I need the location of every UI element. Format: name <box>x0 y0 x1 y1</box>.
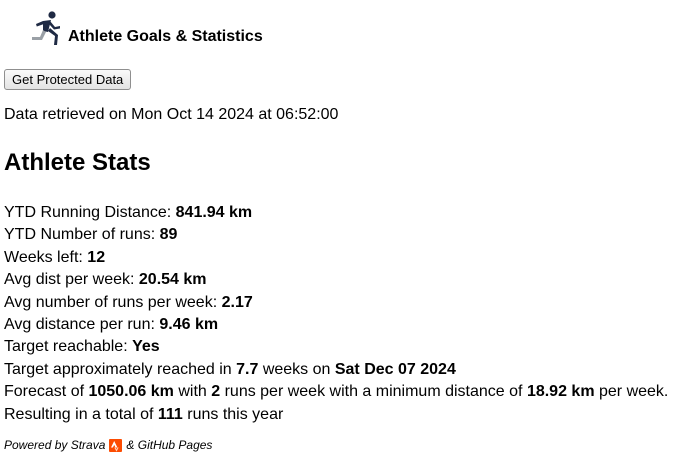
stat-value: Sat Dec 07 2024 <box>334 360 456 378</box>
stat-label: YTD Number of runs: <box>4 226 160 244</box>
stat-ytd-distance: YTD Running Distance: 841.94 km <box>4 202 668 224</box>
stat-avg-runs-week: Avg number of runs per week: 2.17 <box>4 292 668 314</box>
stat-text: runs this year <box>182 405 284 423</box>
retrieved-timestamp: Data retrieved on Mon Oct 14 2024 at 06:… <box>4 106 339 123</box>
stat-weeks-left: Weeks left: 12 <box>4 247 668 269</box>
stat-value: 7.7 <box>236 360 259 378</box>
header: Athlete Goals & Statistics <box>30 4 263 48</box>
footer: Powered by Strava & GitHub Pages <box>4 438 212 452</box>
stat-value: 20.54 km <box>138 271 207 289</box>
stat-value: 2.17 <box>221 293 253 311</box>
section-title: Athlete Stats <box>4 149 151 176</box>
stat-label: Avg dist per week: <box>4 271 139 289</box>
stat-text: weeks on <box>258 360 335 378</box>
site-title: Athlete Goals & Statistics <box>68 28 263 45</box>
stat-value: 18.92 km <box>526 383 595 401</box>
stat-value: 1050.06 km <box>88 383 174 401</box>
stat-label: Avg distance per run: <box>4 315 160 333</box>
stat-target-reachable: Target reachable: Yes <box>4 336 668 358</box>
stat-value: 9.46 km <box>159 315 219 333</box>
runner-icon <box>30 10 64 48</box>
stat-target-reached: Target approximately reached in 7.7 week… <box>4 359 668 381</box>
stat-text: with <box>173 383 212 401</box>
get-protected-data-button[interactable]: Get Protected Data <box>4 69 132 90</box>
stat-label: Avg number of runs per week: <box>4 293 222 311</box>
stat-value: 841.94 km <box>175 204 253 221</box>
stat-forecast: Forecast of 1050.06 km with 2 runs per w… <box>4 381 668 403</box>
stat-avg-dist-run: Avg distance per run: 9.46 km <box>4 314 668 336</box>
stat-value: 111 <box>157 405 183 423</box>
stat-total-runs: Resulting in a total of 111 runs this ye… <box>4 404 668 426</box>
stat-text: Forecast of <box>4 383 89 401</box>
stat-text: per week. <box>594 383 669 401</box>
stat-ytd-runs: YTD Number of runs: 89 <box>4 224 668 246</box>
stat-value: 2 <box>211 383 221 401</box>
stat-text: Target approximately reached in <box>4 360 237 378</box>
stat-value: Yes <box>132 338 160 356</box>
stats-list: YTD Running Distance: 841.94 km YTD Numb… <box>4 202 668 426</box>
footer-suffix: & GitHub Pages <box>126 438 213 452</box>
stat-text: Resulting in a total of <box>4 405 158 423</box>
stat-avg-dist-week: Avg dist per week: 20.54 km <box>4 269 668 291</box>
stat-label: YTD Running Distance: <box>4 204 176 221</box>
stat-label: Target reachable: <box>4 338 133 356</box>
stat-value: 12 <box>87 248 106 266</box>
footer-prefix: Powered by Strava <box>4 438 106 452</box>
stat-text: runs per week with a minimum distance of <box>220 383 527 401</box>
strava-logo-icon[interactable] <box>109 438 123 452</box>
stat-value: 89 <box>159 226 178 244</box>
stat-label: Weeks left: <box>4 248 88 266</box>
